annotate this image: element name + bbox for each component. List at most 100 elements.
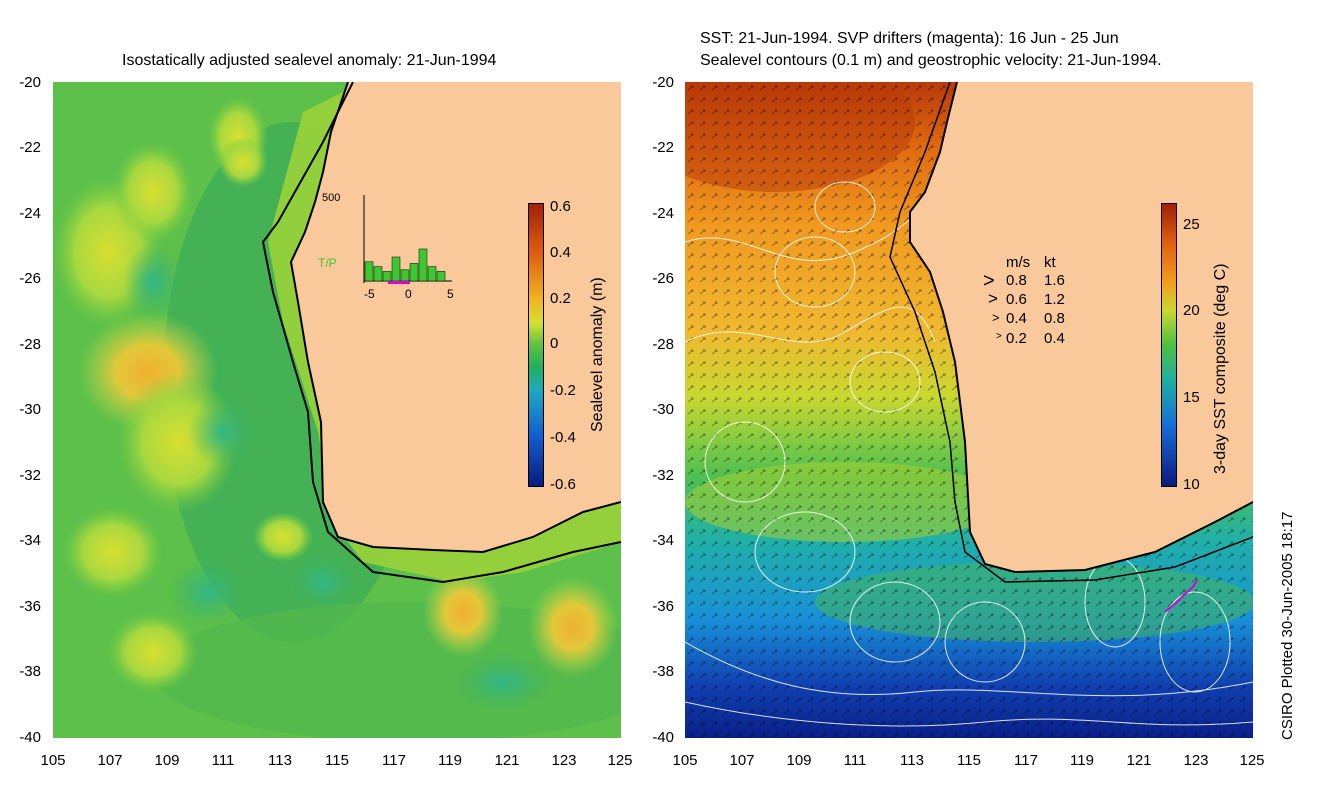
y-tick: -34 bbox=[19, 532, 41, 549]
histogram-bar bbox=[373, 266, 383, 282]
colorbar-tick: 0 bbox=[550, 335, 559, 352]
coastline bbox=[289, 82, 621, 554]
histogram-bar bbox=[427, 266, 437, 282]
velocity-kt-value: 0.4 bbox=[1044, 330, 1065, 347]
svp-drifter-track bbox=[1164, 579, 1198, 613]
x-tick: 119 bbox=[438, 752, 462, 769]
sealevel-anomaly-map-svg bbox=[53, 82, 621, 738]
right-map-title-line2: Sealevel contours (0.1 m) and geostrophi… bbox=[700, 52, 1162, 69]
histogram-top-label: 500 bbox=[322, 192, 341, 204]
y-tick: -28 bbox=[652, 336, 674, 353]
x-tick: 109 bbox=[786, 752, 812, 769]
x-tick: 105 bbox=[40, 752, 66, 769]
y-tick: -24 bbox=[19, 205, 41, 222]
colorbar-tick: -0.2 bbox=[550, 382, 576, 399]
arrow-scale-icon: > bbox=[988, 289, 998, 308]
velocity-kt-value: 1.6 bbox=[1044, 272, 1065, 289]
x-tick: 117 bbox=[382, 752, 406, 769]
colorbar-tick: 10 bbox=[1183, 476, 1200, 493]
velocity-legend-header-kt: kt bbox=[1044, 254, 1056, 271]
velocity-kt-value: 0.8 bbox=[1044, 310, 1065, 327]
histogram-bar bbox=[436, 271, 446, 282]
y-tick: -30 bbox=[652, 401, 674, 418]
y-tick: -32 bbox=[652, 467, 674, 484]
x-tick: 113 bbox=[900, 752, 924, 769]
y-tick: -26 bbox=[652, 270, 674, 287]
histogram-x-tick: 0 bbox=[405, 287, 412, 301]
histogram-x-tick: -5 bbox=[364, 287, 375, 301]
colorbar-tick: -0.4 bbox=[550, 429, 576, 446]
y-tick: -38 bbox=[652, 663, 674, 680]
histogram-bar bbox=[391, 256, 401, 282]
x-tick: 123 bbox=[1183, 752, 1209, 769]
arrow-scale-icon: > bbox=[983, 270, 995, 292]
y-tick: -40 bbox=[19, 729, 41, 746]
velocity-ms-value: 0.2 bbox=[1006, 330, 1027, 347]
x-tick: 115 bbox=[325, 752, 349, 769]
histogram-bar bbox=[364, 261, 374, 282]
histogram-bar bbox=[400, 269, 410, 282]
x-tick: 123 bbox=[551, 752, 577, 769]
y-tick: -34 bbox=[652, 532, 674, 549]
histogram-bar bbox=[409, 263, 419, 282]
histogram-bars bbox=[364, 248, 446, 282]
colorbar-tick: 0.2 bbox=[550, 290, 571, 307]
right-map-title-line1: SST: 21-Jun-1994. SVP drifters (magenta)… bbox=[700, 30, 1119, 47]
x-tick: 117 bbox=[1014, 752, 1038, 769]
velocity-kt-value: 1.2 bbox=[1044, 291, 1065, 308]
colorbar-tick: 20 bbox=[1183, 302, 1200, 319]
y-tick: -36 bbox=[19, 598, 41, 615]
drifter-period-bar bbox=[388, 281, 410, 284]
x-tick: 113 bbox=[268, 752, 292, 769]
histogram-series-label: T/P bbox=[318, 256, 337, 270]
colorbar-label: 3-day SST composite (deg C) bbox=[1212, 263, 1229, 474]
histogram-x-tick: 5 bbox=[447, 287, 454, 301]
velocity-ms-value: 0.6 bbox=[1006, 291, 1027, 308]
y-tick: -22 bbox=[19, 139, 41, 156]
colorbar-tick: 0.6 bbox=[550, 198, 571, 215]
x-tick: 125 bbox=[1239, 752, 1265, 769]
x-tick: 107 bbox=[729, 752, 755, 769]
x-tick: 121 bbox=[1126, 752, 1152, 769]
histogram-bar bbox=[418, 248, 428, 282]
histogram-bar bbox=[382, 271, 392, 282]
x-tick: 125 bbox=[607, 752, 633, 769]
colorbar-label: Sealevel anomaly (m) bbox=[589, 277, 606, 432]
y-tick: -20 bbox=[19, 74, 41, 91]
y-tick: -26 bbox=[19, 270, 41, 287]
velocity-ms-value: 0.8 bbox=[1006, 272, 1027, 289]
shelf-edge bbox=[889, 82, 1253, 583]
colorbar-tick: 15 bbox=[1183, 389, 1200, 406]
x-tick: 109 bbox=[154, 752, 180, 769]
y-tick: -32 bbox=[19, 467, 41, 484]
y-tick: -20 bbox=[652, 74, 674, 91]
colorbar-tick: 0.4 bbox=[550, 244, 571, 261]
y-tick: -36 bbox=[652, 598, 674, 615]
y-tick: -40 bbox=[652, 729, 674, 746]
plot-credit: CSIRO Plotted 30-Jun-2005 18:17 bbox=[1279, 511, 1296, 740]
x-tick: 111 bbox=[211, 752, 235, 769]
x-tick: 121 bbox=[494, 752, 520, 769]
arrow-scale-icon: > bbox=[996, 331, 1002, 342]
y-tick: -30 bbox=[19, 401, 41, 418]
left-map-title: Isostatically adjusted sealevel anomaly:… bbox=[122, 52, 497, 69]
y-tick: -28 bbox=[19, 336, 41, 353]
colorbar-tick: 25 bbox=[1183, 216, 1200, 233]
x-tick: 111 bbox=[843, 752, 867, 769]
shelf-edge bbox=[261, 82, 621, 584]
sealevel-anomaly-map bbox=[53, 82, 621, 738]
sealevel-colorbar-gradient bbox=[528, 203, 544, 487]
velocity-legend-header-ms: m/s bbox=[1006, 254, 1031, 271]
colorbar-tick: -0.6 bbox=[550, 476, 576, 493]
arrow-scale-icon: > bbox=[992, 310, 1000, 325]
x-tick: 105 bbox=[672, 752, 698, 769]
y-tick: -22 bbox=[652, 139, 674, 156]
velocity-ms-value: 0.4 bbox=[1006, 310, 1027, 327]
sst-colorbar-gradient bbox=[1161, 203, 1177, 487]
coastline bbox=[909, 82, 1253, 574]
x-tick: 115 bbox=[957, 752, 981, 769]
x-tick: 119 bbox=[1070, 752, 1094, 769]
x-tick: 107 bbox=[97, 752, 123, 769]
y-tick: -38 bbox=[19, 663, 41, 680]
y-tick: -24 bbox=[652, 205, 674, 222]
